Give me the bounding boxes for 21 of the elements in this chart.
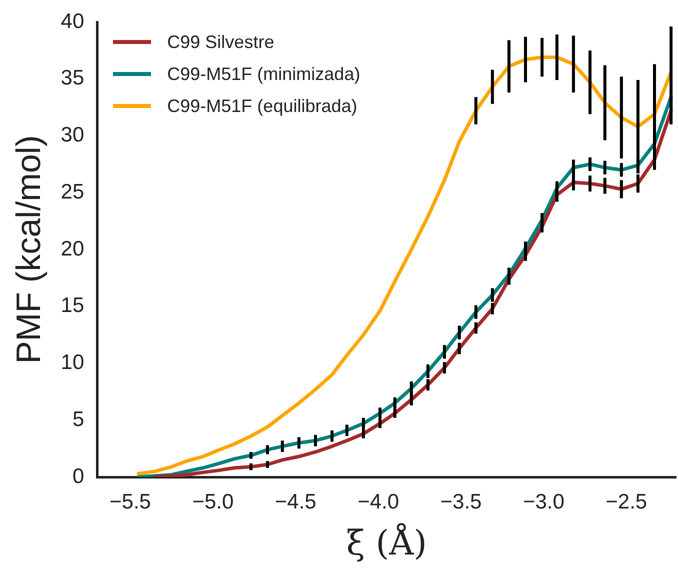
- y-tick-label: 40: [60, 10, 84, 33]
- y-tick-label: 25: [60, 180, 84, 204]
- y-tick-label: 0: [72, 464, 84, 488]
- y-tick-label: 30: [60, 124, 84, 147]
- legend-label: C99 Silvestre: [167, 31, 274, 54]
- y-tick-label: 35: [60, 66, 84, 90]
- x-tick-label: −2.5: [606, 490, 648, 514]
- x-tick-label: −3.5: [440, 490, 482, 514]
- y-tick-label: 5: [72, 408, 84, 431]
- y-tick-label: 15: [60, 294, 84, 318]
- y-tick-label: 10: [60, 351, 84, 374]
- legend-label: C99-M51F (minimizada): [167, 63, 360, 86]
- x-axis-title: ξ (Å): [346, 522, 427, 564]
- x-tick-label: −4.0: [358, 490, 400, 514]
- x-tick-label: −5.5: [110, 490, 151, 514]
- y-axis-title: PMF (kcal/mol): [10, 135, 48, 364]
- x-tick-label: −4.5: [274, 490, 316, 514]
- x-tick-label: −3.0: [522, 490, 564, 514]
- y-tick-label: 20: [60, 237, 84, 260]
- legend-label: C99-M51F (equilibrada): [167, 95, 358, 118]
- x-tick-label: −5.0: [192, 490, 234, 514]
